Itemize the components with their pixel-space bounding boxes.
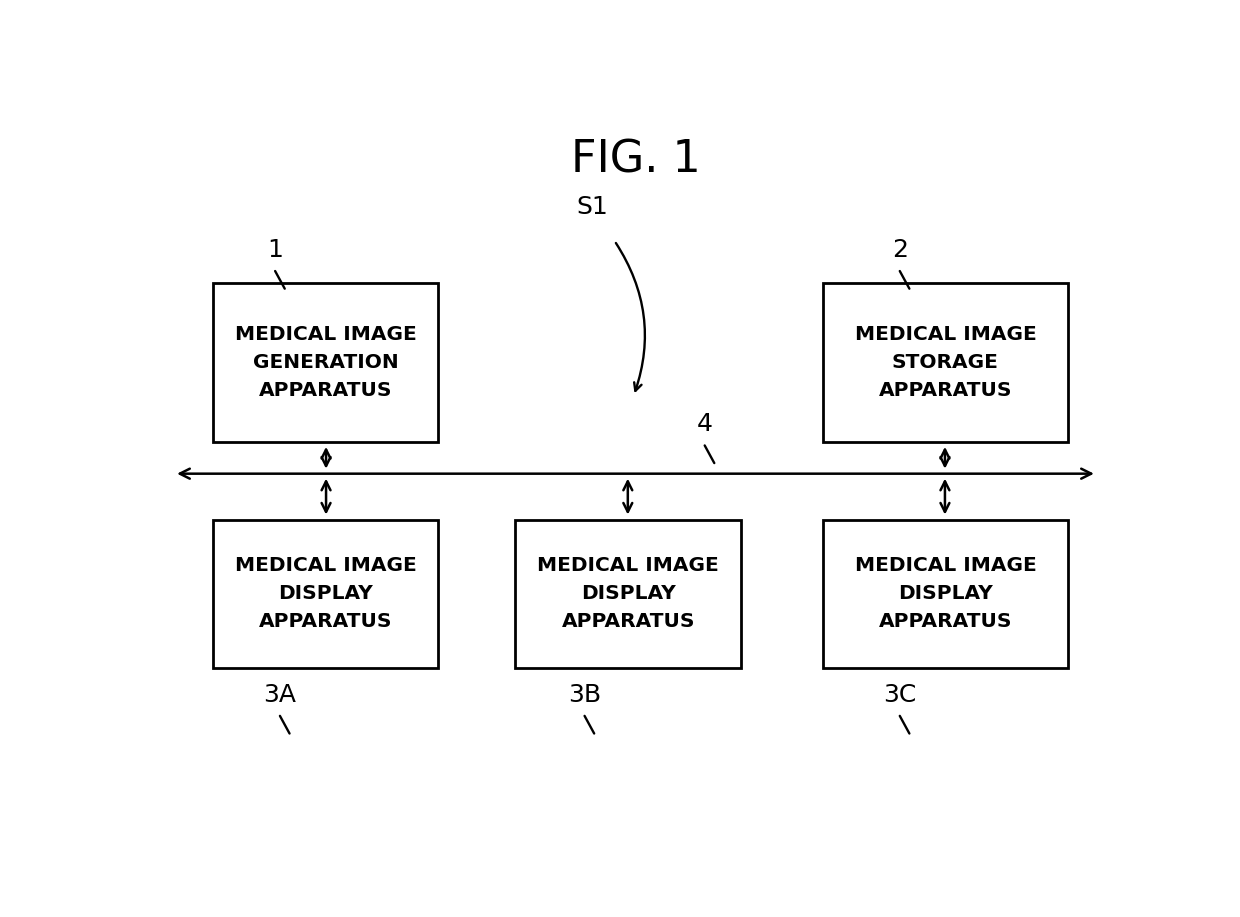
- Text: 3C: 3C: [883, 682, 916, 707]
- Bar: [823, 520, 1068, 668]
- Bar: [213, 283, 439, 442]
- Text: 3A: 3A: [263, 682, 296, 707]
- Text: 1: 1: [267, 238, 283, 262]
- Text: MEDICAL IMAGE
GENERATION
APPARATUS: MEDICAL IMAGE GENERATION APPARATUS: [234, 325, 417, 400]
- Bar: [213, 520, 439, 668]
- Text: FIG. 1: FIG. 1: [570, 138, 701, 182]
- Text: 3B: 3B: [568, 682, 601, 707]
- Text: MEDICAL IMAGE
DISPLAY
APPARATUS: MEDICAL IMAGE DISPLAY APPARATUS: [854, 557, 1037, 631]
- Text: 4: 4: [697, 413, 713, 436]
- Text: MEDICAL IMAGE
DISPLAY
APPARATUS: MEDICAL IMAGE DISPLAY APPARATUS: [234, 557, 417, 631]
- Text: S1: S1: [577, 195, 608, 219]
- Text: MEDICAL IMAGE
DISPLAY
APPARATUS: MEDICAL IMAGE DISPLAY APPARATUS: [537, 557, 719, 631]
- Bar: [823, 283, 1068, 442]
- Text: 2: 2: [892, 238, 908, 262]
- Bar: [516, 520, 742, 668]
- Text: MEDICAL IMAGE
STORAGE
APPARATUS: MEDICAL IMAGE STORAGE APPARATUS: [854, 325, 1037, 400]
